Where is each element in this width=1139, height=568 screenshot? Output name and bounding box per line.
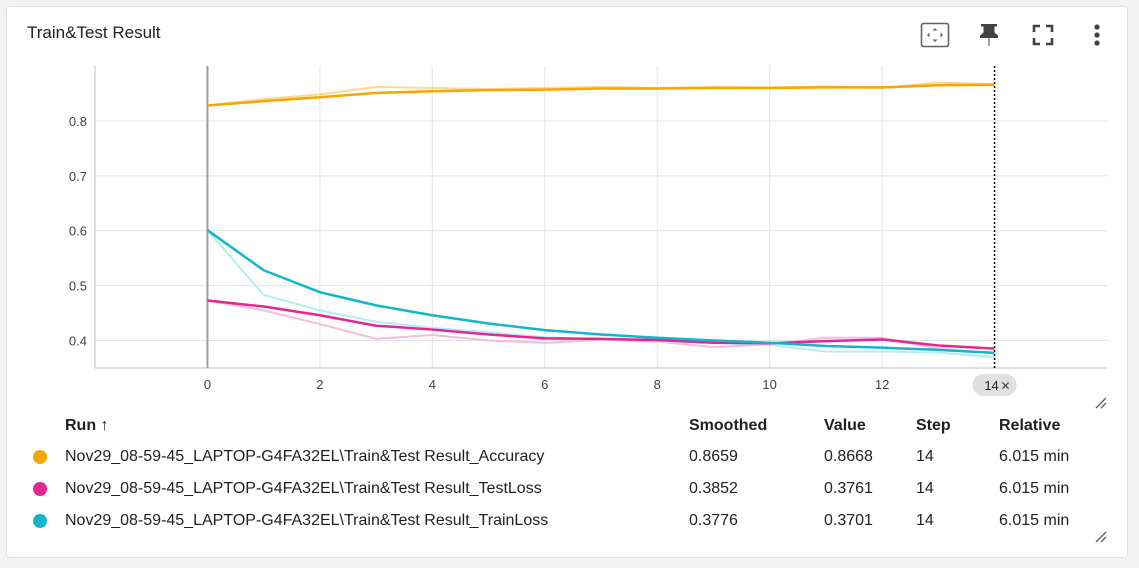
x-tick-label: 12 [875, 377, 889, 392]
raw-value: 0.3761 [824, 480, 873, 497]
fullscreen-icon [1032, 24, 1054, 46]
header-smoothed[interactable]: Smoothed [689, 417, 768, 434]
close-icon[interactable]: ✕ [1001, 379, 1011, 393]
series-smoothed-line [207, 299, 995, 350]
fit-domain-button[interactable] [919, 19, 951, 51]
smoothed-value: 0.3852 [689, 480, 738, 497]
pin-icon [980, 24, 998, 46]
table-row: Nov29_08-59-45_LAPTOP-G4FA32EL\Train&Tes… [27, 441, 1099, 473]
y-tick-label: 0.6 [69, 224, 87, 239]
series-smoothed-line [206, 229, 995, 355]
line-chart[interactable]: 0.4 0.5 0.6 0.7 0.8 0 2 4 6 8 10 12 14 ✕ [7, 62, 1117, 402]
y-tick-label: 0.4 [69, 334, 87, 349]
y-tick-label: 0.5 [69, 279, 87, 294]
x-tick-label: 6 [541, 377, 548, 392]
hover-step-label: 14 [984, 378, 998, 393]
legend-table: Run ↑ Smoothed Value Step Relative Nov29… [27, 411, 1099, 537]
x-tick-label: 0 [204, 377, 211, 392]
relative-time: 6.015 min [999, 448, 1070, 465]
raw-value: 0.3701 [824, 512, 873, 529]
header-run[interactable]: Run ↑ [65, 417, 109, 434]
relative-time: 6.015 min [999, 480, 1070, 497]
fullscreen-button[interactable] [1027, 19, 1059, 51]
chart-card: Train&Test Result 0.4 0.5 0.6 0.7 0 [6, 6, 1128, 558]
series-color-dot [33, 513, 47, 528]
series-color-dot [33, 481, 47, 496]
run-name: Nov29_08-59-45_LAPTOP-G4FA32EL\Train&Tes… [65, 512, 549, 529]
header-value[interactable]: Value [824, 417, 866, 434]
relative-time: 6.015 min [999, 512, 1070, 529]
more-options-button[interactable] [1081, 19, 1113, 51]
pin-button[interactable] [973, 19, 1005, 51]
step-value: 14 [916, 480, 934, 497]
series-raw-line [207, 299, 995, 355]
series-color-dot [33, 449, 47, 464]
x-tick-label: 8 [654, 377, 661, 392]
chart-resize-handle[interactable] [1093, 395, 1107, 409]
x-tick-label: 4 [429, 377, 436, 392]
header-step[interactable]: Step [916, 417, 951, 434]
y-tick-label: 0.7 [69, 169, 87, 184]
header-relative[interactable]: Relative [999, 417, 1061, 434]
step-value: 14 [916, 512, 934, 529]
more-vert-icon [1094, 24, 1100, 46]
card-toolbar [919, 19, 1113, 51]
resize-icon [1095, 397, 1107, 409]
smoothed-value: 0.8659 [689, 448, 738, 465]
x-tick-label: 2 [316, 377, 323, 392]
run-name: Nov29_08-59-45_LAPTOP-G4FA32EL\Train&Tes… [65, 480, 542, 497]
table-resize-handle[interactable] [1093, 529, 1107, 543]
table-row: Nov29_08-59-45_LAPTOP-G4FA32EL\Train&Tes… [27, 473, 1099, 505]
series-smoothed-line [207, 83, 995, 107]
fit-domain-icon [920, 22, 950, 48]
step-value: 14 [916, 448, 934, 465]
smoothed-value: 0.3776 [689, 512, 738, 529]
table-row: Nov29_08-59-45_LAPTOP-G4FA32EL\Train&Tes… [27, 505, 1099, 537]
card-title: Train&Test Result [27, 23, 161, 42]
resize-icon [1095, 531, 1107, 543]
run-name: Nov29_08-59-45_LAPTOP-G4FA32EL\Train&Tes… [65, 448, 545, 465]
raw-value: 0.8668 [824, 448, 873, 465]
hover-step-chip [972, 374, 1017, 396]
y-tick-label: 0.8 [69, 114, 87, 129]
x-tick-label: 10 [762, 377, 776, 392]
series-raw-line [207, 81, 995, 107]
